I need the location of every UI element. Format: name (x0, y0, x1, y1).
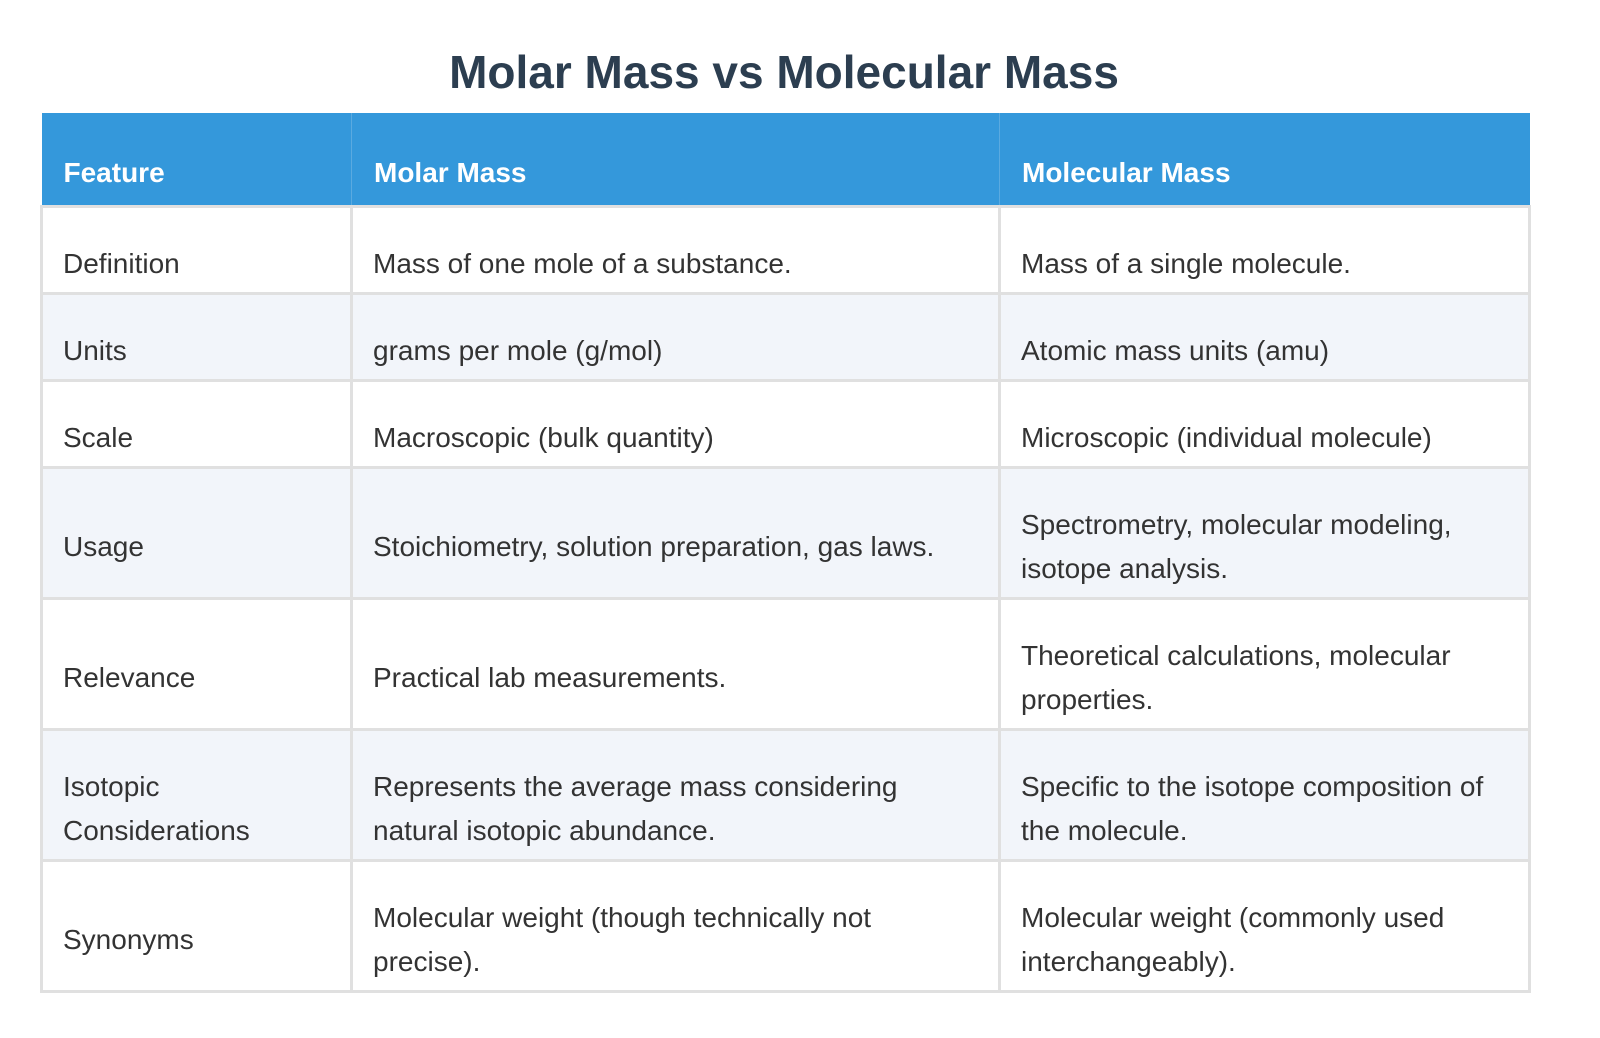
molar-mass-cell: grams per mole (g/mol) (350, 292, 1001, 382)
molar-mass-cell: Macroscopic (bulk quantity) (350, 379, 1001, 469)
header-feature: Feature (41, 113, 352, 207)
molar-mass-cell: Practical lab measurements. (350, 597, 1001, 731)
header-row: Feature Molar Mass Molecular Mass (41, 113, 1530, 207)
table-row: Isotopic Considerations Represents the av… (40, 728, 1531, 862)
molecular-mass-cell: Mass of a single molecule. (998, 205, 1531, 295)
molecular-mass-cell: Specific to the isotope composition of t… (998, 728, 1531, 862)
molecular-mass-cell: Molecular weight (commonly used intercha… (998, 859, 1531, 993)
feature-cell: Isotopic Considerations (40, 728, 353, 862)
table-row: Usage Stoichiometry, solution preparation… (40, 466, 1531, 600)
feature-cell: Usage (40, 466, 353, 600)
header-molecular-mass: Molecular Mass (999, 113, 1530, 207)
molar-mass-cell: Mass of one mole of a substance. (350, 205, 1001, 295)
table-row: Synonyms Molecular weight (though technic… (40, 859, 1531, 993)
molar-mass-cell: Molecular weight (though technically not… (350, 859, 1001, 993)
comparison-table: Feature Molar Mass Molecular Mass Defini… (40, 113, 1531, 993)
feature-cell: Synonyms (40, 859, 353, 993)
molecular-mass-cell: Spectrometry, molecular modeling, isotop… (998, 466, 1531, 600)
molecular-mass-cell: Microscopic (individual molecule) (998, 379, 1531, 469)
feature-cell: Definition (40, 205, 353, 295)
feature-cell: Scale (40, 379, 353, 469)
table-row: Units grams per mole (g/mol) Atomic mass u… (40, 292, 1531, 382)
table-row: Relevance Practical lab measurements. Theo… (40, 597, 1531, 731)
feature-cell: Relevance (40, 597, 353, 731)
table-row: Scale Macroscopic (bulk quantity) Microsco… (40, 379, 1531, 469)
molecular-mass-cell: Atomic mass units (amu) (998, 292, 1531, 382)
table-row: Definition Mass of one mole of a substanc… (40, 205, 1531, 295)
header-molar-mass: Molar Mass (351, 113, 1000, 207)
feature-cell: Units (40, 292, 353, 382)
molar-mass-cell: Represents the average mass considering … (350, 728, 1001, 862)
molar-mass-cell: Stoichiometry, solution preparation, gas… (350, 466, 1001, 600)
page-title: Molar Mass vs Molecular Mass (449, 46, 1119, 98)
molecular-mass-cell: Theoretical calculations, molecular prop… (998, 597, 1531, 731)
